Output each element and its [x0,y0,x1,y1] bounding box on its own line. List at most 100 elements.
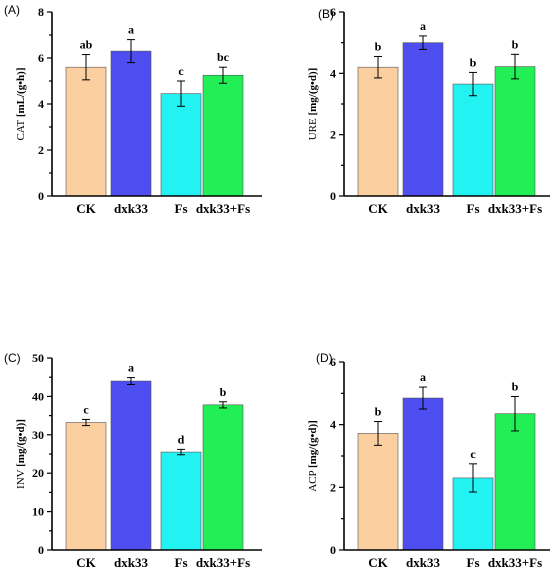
y-axis-label: ACP [mg/(g•d)] [307,420,319,492]
significance-label: b [470,55,477,69]
error-bar [511,395,519,432]
y-tick-label: 40 [32,389,44,403]
y-axis-label: INV [mg/(g•d)] [15,419,27,489]
category-label: dxk33+Fs [196,201,250,216]
category-label: Fs [175,201,188,216]
bar-CK [357,66,399,197]
significance-label: c [83,402,89,416]
category-label: CK [76,555,96,570]
significance-label: bc [217,50,230,64]
chart-panel-0: (A) ab CK a dxk33 c Fs bc dxk33+Fs 0 2 4 6 8 CAT [mL/(… [4,3,262,216]
category-label: dxk33+Fs [488,555,542,570]
error-bar [469,71,477,97]
panel-label: (C) [4,351,21,365]
y-axis-unit: [mg/(g•d)] [15,419,27,467]
chart-panel-2: (C) c CK a dxk33 d Fs b dxk33+Fs 0 10 20 30 40 50 INV [… [4,351,262,570]
significance-label: b [375,405,382,419]
panel-label: (A) [4,3,20,17]
y-tick-label: 4 [330,66,336,80]
error-bar [177,80,185,107]
significance-label: d [178,432,185,446]
significance-label: b [220,385,227,399]
category-label: CK [368,555,388,570]
y-tick-label: 4 [330,418,336,432]
error-bar [177,448,185,456]
error-bar [511,53,519,80]
error-bar [469,463,477,493]
significance-label: b [512,37,519,51]
error-bar [374,421,382,446]
category-label: Fs [467,555,480,570]
y-axis-quantity: URE [307,116,319,141]
bar-Fs [160,93,202,197]
error-bar [374,55,382,79]
category-label: dxk33+Fs [488,201,542,216]
y-axis-unit: [mg/(g•d)] [307,420,319,468]
significance-label: b [375,39,382,53]
bar-dxk33 [110,380,152,551]
y-tick-label: 30 [32,428,44,442]
y-tick-label: 6 [330,5,336,19]
bar-dxk33+Fs [202,74,244,197]
significance-label: a [420,19,426,33]
error-bar [127,39,135,64]
y-tick-label: 10 [32,505,44,519]
y-tick-label: 6 [38,51,44,65]
significance-label: ab [80,38,93,52]
y-tick-label: 2 [38,143,44,157]
error-bar [219,401,227,409]
panel-label: (B) [318,7,334,21]
error-bar [127,377,135,385]
category-label: dxk33 [406,201,440,216]
error-bar [82,54,90,81]
bar-dxk33+Fs [494,66,536,197]
y-tick-label: 0 [38,543,44,557]
category-label: dxk33 [406,555,440,570]
y-axis-quantity: CAT [15,117,27,140]
bar-dxk33 [110,50,152,197]
significance-label: c [470,447,476,461]
bar-dxk33 [402,397,444,551]
y-axis-quantity: INV [15,467,27,489]
chart-panel-3: (D) b CK a dxk33 c Fs b dxk33+Fs 0 2 4 6 ACP [mg/(g•d… [307,351,550,570]
bar-dxk33+Fs [494,413,536,551]
y-axis-unit: [mL/(g•h)] [15,67,27,117]
category-label: CK [368,201,388,216]
y-axis-label: CAT [mL/(g•h)] [15,67,27,140]
y-axis-unit: [mg/(g•d)] [307,68,319,116]
y-tick-label: 6 [330,355,336,369]
y-tick-label: 2 [330,128,336,142]
category-label: dxk33 [114,555,148,570]
y-axis-label: URE [mg/(g•d)] [307,68,319,141]
y-tick-label: 0 [38,189,44,203]
significance-label: b [512,379,519,393]
bar-Fs [160,451,202,551]
significance-label: a [128,23,134,37]
y-axis-quantity: ACP [307,468,319,492]
y-tick-label: 4 [38,97,44,111]
category-label: dxk33+Fs [196,555,250,570]
error-bar [82,418,90,427]
category-label: dxk33 [114,201,148,216]
significance-label: c [178,64,184,78]
bar-dxk33+Fs [202,404,244,551]
error-bar [419,386,427,410]
bar-CK [65,66,107,197]
bar-CK [357,433,399,551]
y-tick-label: 2 [330,480,336,494]
y-tick-label: 50 [32,351,44,365]
bar-Fs [452,83,494,197]
chart-panel-1: (B) b CK a dxk33 b Fs b dxk33+Fs 0 2 4 6 URE [mg/(g•d… [307,5,550,216]
significance-label: a [420,370,426,384]
category-label: Fs [467,201,480,216]
y-tick-label: 0 [330,543,336,557]
bar-CK [65,422,107,551]
y-tick-label: 8 [38,5,44,19]
significance-label: a [128,361,134,375]
category-label: Fs [175,555,188,570]
error-bar [419,35,427,50]
y-tick-label: 0 [330,189,336,203]
bar-dxk33 [402,42,444,197]
error-bar [219,66,227,84]
